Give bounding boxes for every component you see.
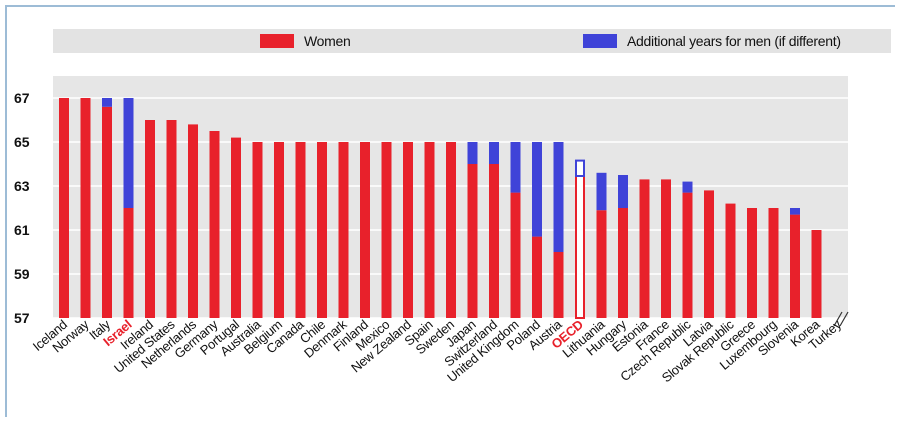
bar-women-portugal: [231, 137, 241, 318]
bar-women-finland: [360, 142, 370, 318]
bar-women-japan: [467, 164, 478, 318]
bar-women-slovenia: [790, 214, 800, 318]
bar-women-canada: [295, 142, 306, 318]
bar-women-korea: [811, 230, 822, 318]
bar-women-israel: [123, 208, 134, 318]
bar-women-netherlands: [188, 124, 198, 319]
bar-women-germany: [209, 131, 220, 318]
legend-label-women: Women: [304, 33, 351, 49]
bar-women-norway: [80, 98, 91, 318]
bar-women-slovak-republic: [725, 203, 736, 318]
bar-women-switzerland: [489, 164, 499, 318]
bar-women-czech-republic: [682, 192, 693, 318]
bar-women-greece: [747, 208, 757, 318]
y-tick-label: 57: [14, 310, 30, 326]
bar-men-israel: [123, 98, 134, 208]
bar-women-new-zealand: [403, 142, 413, 318]
y-tick-label: 59: [14, 266, 30, 282]
bar-women-mexico: [381, 142, 392, 318]
bar-men-hungary: [618, 175, 628, 208]
bar-women-ireland: [145, 120, 155, 318]
bar-women-united-kingdom: [510, 192, 521, 318]
bar-men-poland: [532, 142, 542, 237]
bar-women-austria: [553, 252, 564, 318]
bar-women-sweden: [446, 142, 456, 318]
bar-men-oecd: [575, 159, 585, 178]
bar-women-denmark: [338, 142, 349, 318]
y-tick-label: 67: [14, 90, 30, 106]
bar-men-switzerland: [489, 142, 499, 164]
bar-men-united-kingdom: [510, 142, 521, 193]
y-tick-label: 61: [14, 222, 30, 238]
bar-women-australia: [252, 142, 263, 318]
bar-women-poland: [532, 236, 542, 318]
bar-women-luxembourg: [768, 208, 779, 318]
y-tick-label: 63: [14, 178, 30, 194]
bar-women-estonia: [639, 179, 650, 318]
legend-swatch-men: [583, 34, 617, 48]
bar-men-slovenia: [790, 208, 800, 215]
legend-item-women: Women: [260, 29, 351, 53]
bar-women-oecd: [575, 175, 585, 319]
legend-item-men: Additional years for men (if different): [583, 29, 841, 53]
bar-women-latvia: [704, 190, 714, 318]
bar-women-chile: [317, 142, 327, 318]
axis-break-mark: [833, 311, 849, 327]
bar-women-lithuania: [596, 210, 607, 318]
bar-women-italy: [102, 106, 112, 318]
legend-swatch-women: [260, 34, 294, 48]
bar-women-iceland: [59, 98, 69, 318]
bar-women-france: [661, 179, 671, 318]
bar-men-czech-republic: [682, 181, 693, 193]
legend-label-men: Additional years for men (if different): [627, 33, 841, 49]
bar-men-austria: [553, 142, 564, 252]
bar-women-belgium: [274, 142, 284, 318]
y-tick-label: 65: [14, 134, 30, 150]
bar-men-lithuania: [596, 172, 607, 211]
legend: Women Additional years for men (if diffe…: [53, 29, 891, 53]
bar-women-hungary: [618, 208, 628, 318]
chart-frame: [5, 5, 895, 417]
bar-women-spain: [424, 142, 435, 318]
bar-men-japan: [467, 142, 478, 164]
bar-women-united-states: [166, 120, 177, 318]
bar-men-italy: [102, 98, 112, 107]
